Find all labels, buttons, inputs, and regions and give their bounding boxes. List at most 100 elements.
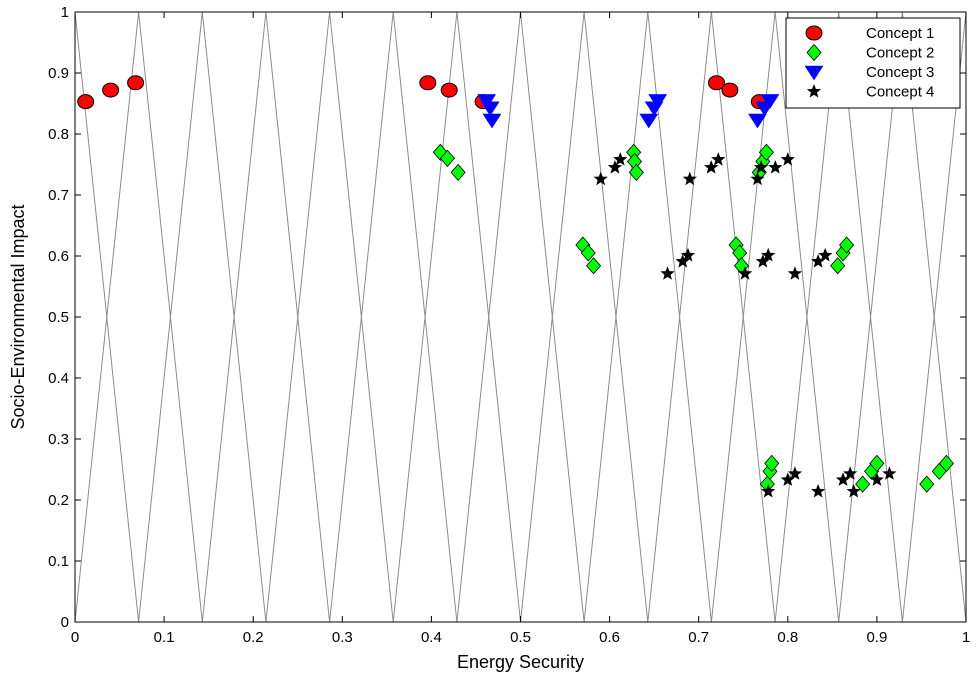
data-point xyxy=(855,475,871,493)
data-point xyxy=(764,454,780,473)
data-point xyxy=(593,171,608,186)
data-point xyxy=(127,75,145,91)
data-point xyxy=(753,160,769,174)
data-point xyxy=(660,266,675,280)
data-point xyxy=(882,466,897,480)
data-point xyxy=(675,254,690,268)
legend-item: Concept 2 xyxy=(806,43,934,62)
y-tick-label: 0.9 xyxy=(48,65,69,82)
data-point xyxy=(835,472,851,486)
data-point xyxy=(737,266,753,280)
legend-marker xyxy=(806,84,822,98)
data-point xyxy=(811,484,826,498)
x-tick-label: 0.8 xyxy=(777,629,798,646)
data-point xyxy=(811,254,826,268)
data-point xyxy=(450,163,466,182)
x-tick-label: 0.4 xyxy=(421,629,442,646)
data-point xyxy=(839,236,855,254)
data-point xyxy=(830,257,846,275)
data-point xyxy=(711,152,726,166)
data-point xyxy=(704,160,719,174)
data-point xyxy=(682,171,697,186)
data-point xyxy=(787,466,803,480)
data-point xyxy=(938,454,954,473)
data-point xyxy=(439,149,455,168)
data-point xyxy=(869,472,884,486)
y-tick-label: 0.8 xyxy=(48,126,69,143)
legend-marker xyxy=(805,25,823,41)
data-point xyxy=(758,143,774,161)
legend-marker xyxy=(806,43,822,62)
data-point xyxy=(787,266,803,280)
legend-label: Concept 3 xyxy=(866,64,934,81)
y-axis-title: Socio-Environmental Impact xyxy=(8,204,28,429)
y-tick-label: 0.7 xyxy=(48,187,69,204)
data-point xyxy=(482,113,502,129)
x-tick-label: 0.5 xyxy=(510,629,531,646)
series-4-points xyxy=(593,152,897,498)
data-point xyxy=(419,75,437,91)
x-tick-label: 0.2 xyxy=(243,629,264,646)
data-point xyxy=(613,152,628,166)
data-point xyxy=(761,484,776,498)
x-tick-label: 1 xyxy=(962,629,970,646)
data-point xyxy=(708,75,726,91)
data-point xyxy=(869,454,885,473)
x-tick-label: 0 xyxy=(71,629,79,646)
data-point xyxy=(580,244,596,262)
legend: Concept 1 Concept 2 Concept 3 Concept 4 xyxy=(785,17,961,109)
data-point xyxy=(768,160,783,174)
legend-label: Concept 1 xyxy=(866,25,934,42)
x-tick-label: 0.7 xyxy=(688,629,709,646)
axis-ticks xyxy=(74,11,967,623)
data-point xyxy=(748,113,767,129)
data-point xyxy=(607,160,623,174)
data-point xyxy=(780,472,795,486)
y-tick-label: 0 xyxy=(61,614,69,631)
y-tick-label: 1 xyxy=(61,4,69,21)
data-point xyxy=(750,171,765,186)
data-point xyxy=(843,466,858,480)
y-tick-label: 0.2 xyxy=(48,492,69,509)
x-tick-label: 0.9 xyxy=(866,629,887,646)
series-2-points xyxy=(432,143,954,493)
x-tick-label: 0.3 xyxy=(332,629,353,646)
x-axis-title: Energy Security xyxy=(457,652,584,672)
data-point xyxy=(480,101,500,117)
data-point xyxy=(680,247,696,262)
data-point xyxy=(721,82,739,98)
data-point xyxy=(761,247,776,262)
data-point xyxy=(818,247,833,262)
data-point xyxy=(919,475,935,493)
data-points xyxy=(77,75,954,498)
axis-tick-labels: 0 0.1 0.2 0.3 0.4 0.5 0.6 0.7 0.8 0.9 1 0 0.1 0.2 0.3 0… xyxy=(48,4,970,646)
data-point xyxy=(102,82,120,98)
y-tick-label: 0.4 xyxy=(48,370,69,387)
series-3-points xyxy=(477,94,780,129)
y-tick-label: 0.5 xyxy=(48,309,69,326)
legend-marker xyxy=(804,65,824,81)
y-tick-label: 0.1 xyxy=(48,553,69,570)
data-point xyxy=(77,94,95,110)
data-point xyxy=(440,82,458,98)
legend-item: Concept 4 xyxy=(806,84,934,101)
data-point xyxy=(760,94,780,109)
data-point xyxy=(846,484,861,498)
data-point xyxy=(780,152,795,166)
x-tick-label: 0.1 xyxy=(154,629,175,646)
legend-label: Concept 2 xyxy=(866,45,934,62)
x-tick-label: 0.6 xyxy=(599,629,620,646)
legend-item: Concept 1 xyxy=(805,25,934,42)
data-point xyxy=(628,163,644,182)
data-point xyxy=(755,254,770,268)
legend-item: Concept 3 xyxy=(804,64,934,81)
data-point xyxy=(477,94,497,109)
y-tick-label: 0.6 xyxy=(48,248,69,265)
data-point xyxy=(586,257,602,275)
legend-label: Concept 4 xyxy=(866,84,934,101)
data-point xyxy=(639,113,659,129)
data-point xyxy=(648,94,668,109)
y-tick-label: 0.3 xyxy=(48,431,69,448)
